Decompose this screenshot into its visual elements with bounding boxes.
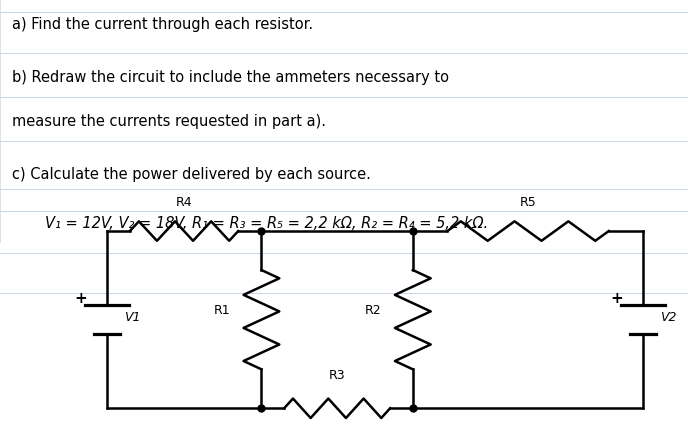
Text: +: + [74,291,87,306]
Text: b) Redraw the circuit to include the ammeters necessary to: b) Redraw the circuit to include the amm… [12,70,449,85]
Text: V₁ = 12V, V₂ = 18V, R₁ = R₃ = R₅ = 2,2 kΩ, R₂ = R₄ = 5,2 kΩ.: V₁ = 12V, V₂ = 18V, R₁ = R₃ = R₅ = 2,2 k… [45,216,488,231]
Text: R3: R3 [329,368,345,382]
Text: measure the currents requested in part a).: measure the currents requested in part a… [12,114,326,129]
Text: V1: V1 [124,311,140,324]
Text: R2: R2 [365,304,382,317]
Text: R4: R4 [175,196,193,209]
Text: R5: R5 [519,196,537,209]
Text: c) Calculate the power delivered by each source.: c) Calculate the power delivered by each… [12,167,372,182]
Text: V2: V2 [660,311,677,324]
Text: +: + [611,291,623,306]
Text: a) Find the current through each resistor.: a) Find the current through each resisto… [12,17,314,32]
Text: R1: R1 [214,304,230,317]
